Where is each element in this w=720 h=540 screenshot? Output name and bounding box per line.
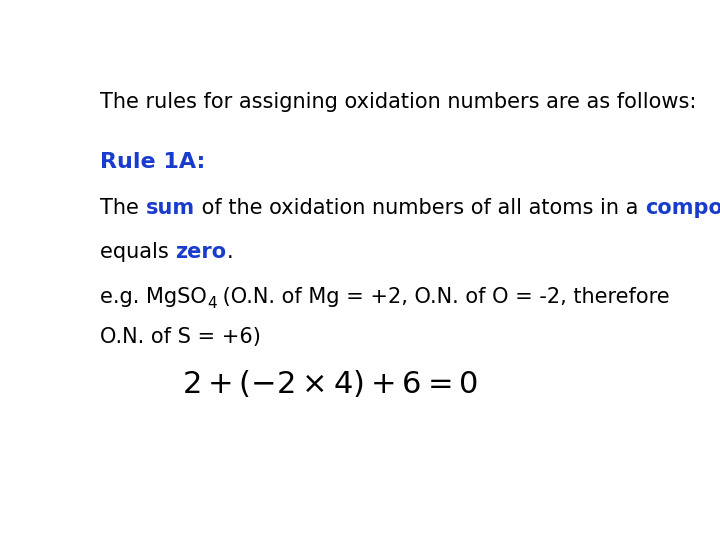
Text: compound: compound bbox=[644, 198, 720, 218]
Text: zero: zero bbox=[176, 241, 227, 261]
Text: O.N. of S = +6): O.N. of S = +6) bbox=[100, 327, 261, 347]
Text: sum: sum bbox=[145, 198, 194, 218]
Text: The rules for assigning oxidation numbers are as follows:: The rules for assigning oxidation number… bbox=[100, 92, 696, 112]
Text: The: The bbox=[100, 198, 145, 218]
Text: 4: 4 bbox=[207, 295, 217, 310]
Text: Rule 1A:: Rule 1A: bbox=[100, 152, 205, 172]
Text: e.g. MgSO: e.g. MgSO bbox=[100, 287, 207, 307]
Text: equals: equals bbox=[100, 241, 176, 261]
Text: $2+(-2\times4)+6=0$: $2+(-2\times4)+6=0$ bbox=[182, 368, 478, 400]
Text: .: . bbox=[227, 241, 233, 261]
Text: (O.N. of Mg = +2, O.N. of O = -2, therefore: (O.N. of Mg = +2, O.N. of O = -2, theref… bbox=[217, 287, 670, 307]
Text: of the oxidation numbers of all atoms in a: of the oxidation numbers of all atoms in… bbox=[194, 198, 644, 218]
